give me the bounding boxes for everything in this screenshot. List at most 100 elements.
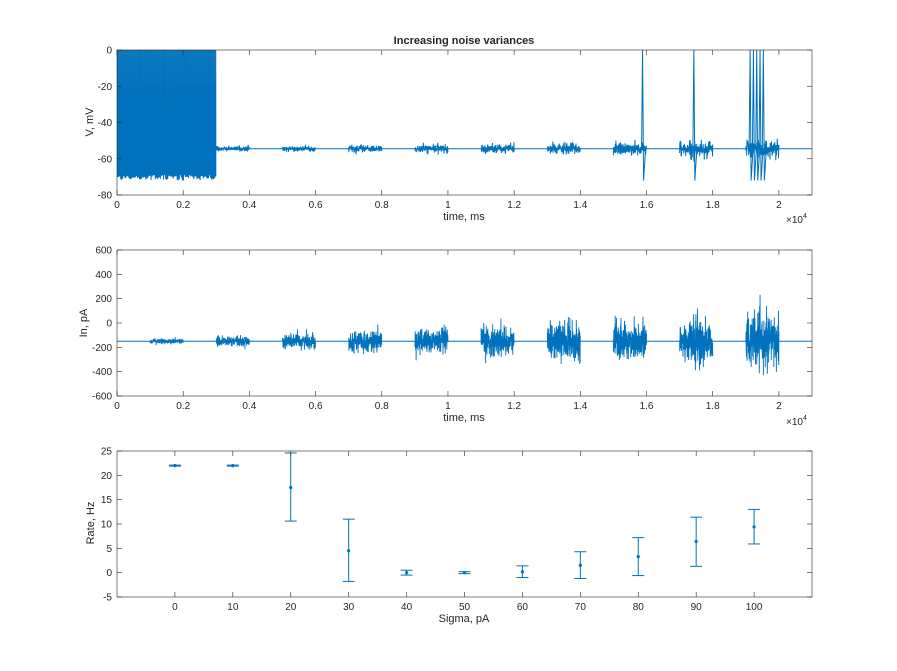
errorbar-point-5 — [458, 571, 471, 575]
current-segment-6 — [546, 317, 581, 364]
rate-point — [231, 464, 235, 468]
current-x-tick-label: 1.2 — [507, 401, 521, 412]
rate-x-tick-label: 100 — [746, 602, 763, 613]
x-axis-label: time, ms — [443, 211, 485, 223]
rate-x-tick-label: 90 — [691, 602, 703, 613]
current-segment-4 — [414, 324, 449, 361]
current-y-tick-label: 200 — [95, 294, 112, 305]
current-x-tick-label: 1.4 — [573, 401, 587, 412]
rate-x-tick-label: 0 — [172, 602, 178, 613]
voltage-x-tick-label: 1.2 — [507, 200, 521, 211]
current-segment-3 — [348, 324, 383, 355]
current-segment-8 — [679, 308, 714, 371]
current-traces — [117, 294, 812, 376]
current-segment-1 — [215, 335, 250, 350]
rate-x-tick-label: 20 — [285, 602, 297, 613]
rate-y-tick-label: -5 — [103, 593, 112, 604]
current-y-tick-label: -400 — [92, 367, 112, 378]
rate-x-tick-label: 40 — [401, 602, 413, 613]
current-y-ticks: -600 -400 -200 0 200 400 600 — [92, 246, 812, 403]
voltage-y-tick-label: -20 — [98, 82, 113, 93]
voltage-x-tick-label: 0.2 — [176, 200, 190, 211]
current-segment-7 — [612, 315, 647, 360]
rate-y-tick-label: 5 — [106, 544, 112, 555]
current-x-tick-label: 0.6 — [309, 401, 323, 412]
rate-point — [404, 571, 409, 575]
voltage-traces — [117, 50, 812, 181]
voltage-segment-1 — [215, 144, 250, 152]
voltage-x-tick-label: 0.4 — [242, 200, 256, 211]
errorbar-point-7 — [574, 551, 587, 580]
current-x-tick-label: 1.8 — [706, 401, 720, 412]
voltage-spike-6 — [761, 50, 767, 181]
voltage-x-tick-label: 0.6 — [309, 200, 323, 211]
current-x-tick-label: 0.8 — [375, 401, 389, 412]
rate-point — [694, 539, 698, 544]
voltage-segment-4 — [414, 142, 449, 155]
current-segment-0 — [149, 336, 184, 346]
current-y-tick-label: 0 — [106, 319, 112, 330]
voltage-spike-4 — [755, 50, 761, 181]
x-exponent-label: ×104 — [786, 415, 807, 428]
y-axis-label: Rate, Hz — [85, 502, 97, 545]
current-y-tick-label: -600 — [92, 392, 112, 403]
x-axis-label: Sigma, pA — [439, 613, 490, 625]
voltage-spike-5 — [758, 50, 764, 181]
voltage-x-tick-label: 0 — [114, 200, 120, 211]
x-exponent-label: ×104 — [786, 213, 807, 226]
rate-x-ticks: 0 10 20 30 40 50 60 70 80 90 100 — [172, 451, 763, 613]
voltage-x-tick-label: 1.4 — [573, 200, 587, 211]
rate-x-tick-label: 50 — [459, 602, 471, 613]
voltage-x-ticks: 0 0.2 0.4 0.6 0.8 1 1.2 1.4 1.6 1.8 2 — [114, 50, 782, 211]
current-x-tick-label: 2 — [776, 401, 782, 412]
rate-y-tick-label: 25 — [101, 447, 113, 458]
current-plot: 0 0.2 0.4 0.6 0.8 1 1.2 1.4 1.6 1.8 2 -600 -400 -200… — [78, 246, 813, 428]
voltage-x-tick-label: 0.8 — [375, 200, 389, 211]
voltage-spike-0 — [641, 50, 647, 181]
voltage-y-tick-label: 0 — [106, 46, 112, 57]
y-axis-label: V, mV — [84, 107, 96, 137]
voltage-spike-1 — [692, 50, 698, 181]
voltage-spike-2 — [748, 50, 754, 181]
errorbar-point-10 — [748, 508, 761, 545]
current-x-tick-label: 0.4 — [242, 401, 256, 412]
voltage-segment-5 — [480, 142, 515, 154]
current-segment-5 — [480, 318, 515, 364]
rate-point — [636, 555, 640, 559]
chart-title: Increasing noise variances — [394, 35, 535, 47]
errorbar-point-6 — [516, 565, 529, 579]
voltage-segment-2 — [281, 144, 316, 153]
x-axis-label: time, ms — [443, 412, 485, 424]
x-exponent-power: 4 — [803, 213, 807, 220]
voltage-y-tick-label: -40 — [98, 118, 113, 129]
rate-x-tick-label: 60 — [517, 602, 529, 613]
errorbar-point-8 — [632, 537, 645, 577]
voltage-spike-3 — [751, 50, 757, 181]
current-segment-2 — [282, 329, 317, 351]
rate-errorbars — [168, 452, 761, 582]
voltage-segment-6 — [546, 141, 581, 155]
errorbar-point-1 — [226, 464, 239, 468]
voltage-x-tick-label: 1 — [445, 200, 451, 211]
current-x-ticks: 0 0.2 0.4 0.6 0.8 1 1.2 1.4 1.6 1.8 2 — [114, 250, 782, 412]
rate-x-tick-label: 10 — [227, 602, 239, 613]
rate-y-tick-label: 0 — [106, 568, 112, 579]
rate-point — [578, 563, 582, 567]
current-y-tick-label: 600 — [95, 246, 112, 257]
rate-x-tick-label: 70 — [575, 602, 587, 613]
errorbar-point-9 — [690, 516, 703, 567]
x-exponent-base: ×10 — [786, 417, 803, 428]
voltage-segment-3 — [348, 144, 383, 155]
rate-point — [289, 485, 293, 490]
current-x-tick-label: 1 — [445, 401, 451, 412]
rate-y-tick-label: 10 — [101, 520, 113, 531]
errorbar-point-4 — [400, 569, 413, 576]
current-x-tick-label: 0 — [114, 401, 120, 412]
rate-y-tick-label: 20 — [101, 471, 113, 482]
rate-point — [752, 525, 756, 529]
y-axis-label: In, pA — [78, 308, 90, 337]
rate-plot: 0 10 20 30 40 50 60 70 80 90 100 -5 0 5 10 15 20 25 Sigm… — [85, 447, 813, 625]
voltage-segment-7 — [612, 139, 648, 156]
voltage-y-tick-label: -60 — [98, 154, 113, 165]
